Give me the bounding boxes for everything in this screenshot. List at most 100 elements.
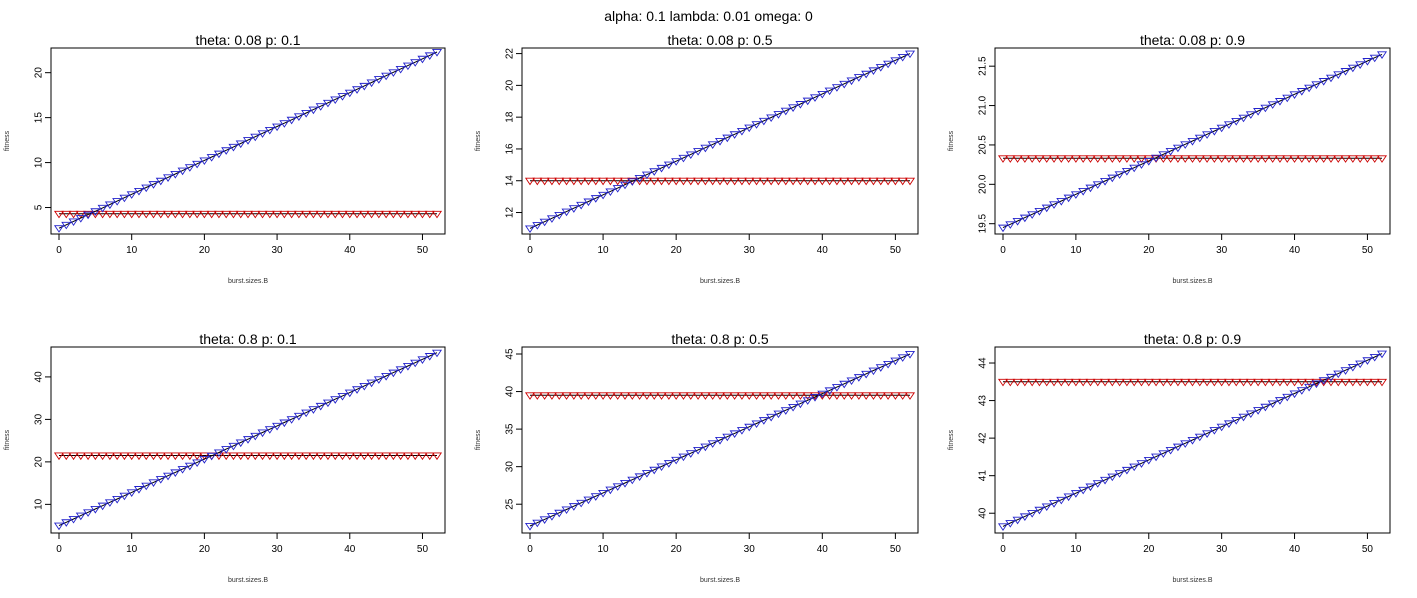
rising-series-point — [904, 50, 916, 59]
y-tick-label: 12 — [505, 207, 516, 219]
rising-series-point — [322, 99, 334, 108]
plot-frame — [994, 346, 1391, 534]
rising-series-point — [1005, 520, 1016, 528]
rising-series-point — [97, 502, 108, 511]
flat-series-point — [264, 210, 275, 219]
rising-series-point — [693, 148, 704, 156]
flat-series-point — [1209, 378, 1220, 387]
x-tick-label: 50 — [1362, 544, 1374, 555]
flat-series-point — [155, 452, 166, 461]
flat-series-point — [671, 177, 682, 186]
flat-series-point — [773, 392, 784, 400]
flat-series-point — [170, 452, 181, 461]
rising-series-point — [1085, 184, 1096, 193]
rising-series-point — [861, 370, 872, 379]
x-axis-label: burst.sizes.B — [228, 577, 268, 584]
flat-series-point — [744, 392, 755, 400]
flat-series-point — [693, 177, 704, 186]
flat-series-point — [1245, 378, 1256, 387]
rising-series-point — [641, 171, 652, 180]
x-tick-label: 30 — [1216, 544, 1228, 555]
rising-series-point — [1245, 111, 1256, 119]
rising-series-point — [344, 89, 355, 98]
rising-series-point — [388, 69, 399, 77]
x-tick-label: 0 — [56, 245, 62, 256]
flat-series-point — [751, 177, 762, 186]
flat-series-point — [598, 392, 609, 400]
flat-series-point — [1027, 155, 1038, 163]
rising-series-point — [598, 489, 609, 498]
flat-series-point — [1107, 155, 1118, 163]
flat-series-point — [904, 177, 916, 186]
rising-series-point — [897, 354, 908, 362]
flat-series-point — [605, 392, 616, 400]
flat-series-point — [524, 392, 536, 400]
rising-series-point — [700, 443, 711, 452]
y-tick-label: 20.0 — [978, 174, 989, 194]
rising-series-point — [1121, 168, 1132, 176]
y-tick-label: 20 — [34, 456, 45, 468]
flat-series-point — [1325, 378, 1337, 387]
rising-series-point — [1202, 430, 1213, 438]
rising-series-point — [729, 131, 740, 139]
flat-series-point — [279, 452, 290, 461]
flat-series-point — [83, 210, 94, 219]
rising-series-point — [685, 151, 696, 160]
rising-series-point — [1216, 423, 1227, 432]
flat-series-point — [1063, 155, 1074, 163]
flat-series-point — [126, 452, 137, 461]
flat-series-point — [568, 177, 579, 186]
rising-series-point — [1325, 74, 1337, 83]
flat-series-point — [133, 210, 145, 219]
rising-series-point — [707, 440, 718, 448]
rising-series-point — [554, 211, 565, 220]
rising-series-point — [293, 113, 304, 121]
rising-series-point — [308, 406, 319, 414]
rising-series-point — [75, 215, 86, 223]
rising-series-point — [242, 137, 254, 145]
rising-series-point — [1078, 486, 1089, 495]
rising-series-point — [1056, 198, 1067, 206]
flat-series-point — [1216, 155, 1227, 163]
rising-series-point — [1238, 413, 1249, 422]
rising-series-point — [1347, 363, 1358, 372]
x-tick-label: 0 — [1000, 245, 1006, 256]
x-tick-label: 20 — [199, 245, 211, 256]
x-tick-label: 20 — [671, 544, 683, 555]
flat-series-point — [1289, 378, 1300, 387]
flat-series-point — [1172, 378, 1183, 387]
x-tick-label: 50 — [417, 245, 429, 256]
y-tick-label: 10 — [34, 498, 45, 510]
flat-series-point — [904, 392, 916, 400]
rising-series-point — [546, 215, 557, 223]
rising-series-point — [744, 423, 755, 432]
flat-series-point — [780, 177, 791, 186]
flat-series-point — [868, 392, 879, 400]
flat-series-point — [315, 210, 326, 219]
x-axis-label: burst.sizes.B — [228, 278, 268, 285]
flat-series-point — [1194, 155, 1205, 163]
flat-series-point — [1209, 155, 1220, 163]
x-tick-label: 40 — [1289, 544, 1301, 555]
flat-series-point — [1318, 155, 1329, 163]
y-tick-label: 20 — [34, 67, 45, 79]
rising-series-point — [656, 164, 667, 173]
rising-series-point — [904, 351, 916, 359]
rising-series-point — [634, 175, 645, 183]
rising-series-point — [1282, 94, 1293, 103]
rising-series-point — [242, 436, 254, 444]
y-tick-label: 15 — [34, 112, 45, 124]
rising-series-point — [1114, 171, 1125, 179]
x-tick-label: 50 — [890, 245, 902, 256]
x-tick-label: 40 — [344, 245, 356, 256]
flat-series-point — [1187, 155, 1198, 163]
flat-series-point — [729, 177, 740, 186]
flat-series-point — [1019, 378, 1030, 387]
flat-series-point — [257, 452, 268, 461]
flat-series-point — [1296, 378, 1307, 387]
rising-series-point — [337, 93, 348, 101]
flat-series-point — [766, 392, 777, 400]
rising-series-point — [824, 387, 835, 395]
y-tick-label: 40 — [34, 371, 45, 383]
rising-series-point — [373, 376, 384, 384]
